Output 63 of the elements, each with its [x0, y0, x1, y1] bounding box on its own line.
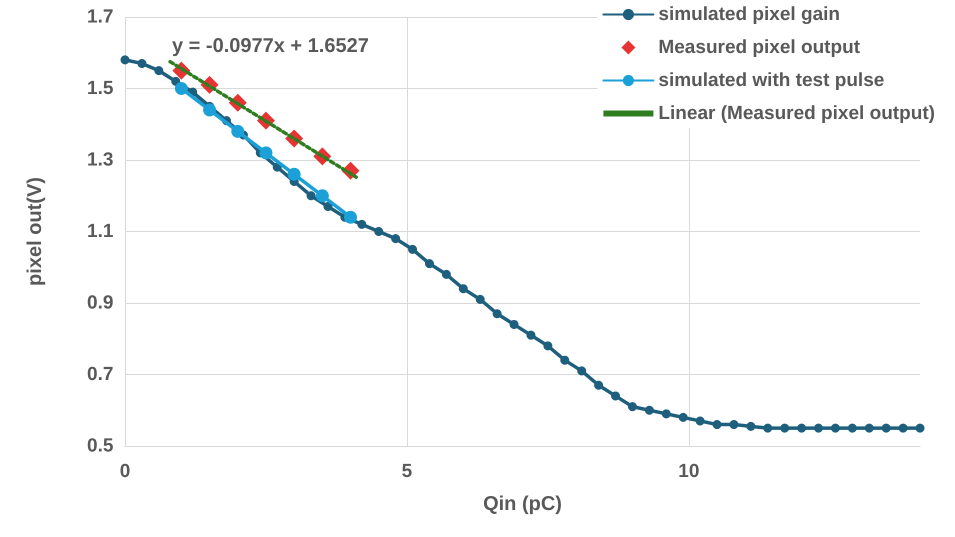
x-tick-label: 10: [678, 461, 700, 482]
point: [848, 424, 857, 433]
x-tick-label: 5: [402, 461, 413, 482]
point: [424, 259, 434, 268]
point: [231, 124, 244, 138]
point: [316, 189, 329, 202]
point: [259, 146, 272, 160]
point: [374, 227, 384, 236]
point: [611, 391, 620, 400]
point: [174, 82, 188, 95]
point: [543, 341, 552, 350]
point: [644, 406, 654, 415]
y-tick-label: 1.7: [87, 6, 114, 28]
point: [408, 244, 418, 254]
point: [662, 409, 671, 418]
legend-label: Linear (Measured pixel output): [658, 103, 936, 124]
point: [780, 424, 790, 433]
point: [814, 424, 824, 433]
point: [864, 424, 874, 433]
point: [882, 424, 891, 433]
legend-label: simulated pixel gain: [658, 4, 840, 25]
legend-label: Measured pixel output: [658, 37, 861, 58]
point: [729, 420, 738, 430]
point: [746, 422, 756, 431]
point: [763, 424, 772, 433]
point: [830, 424, 840, 433]
y-tick-label: 1.5: [87, 78, 114, 99]
point: [628, 402, 637, 412]
point: [137, 58, 146, 68]
y-tick-label: 1.3: [87, 150, 114, 170]
y-tick-label: 0.9: [87, 292, 114, 314]
point: [203, 103, 216, 116]
point: [510, 320, 519, 329]
annotation: y = -0.0977x + 1.6527: [172, 35, 369, 57]
point: [577, 366, 586, 376]
point: [898, 424, 908, 433]
point: [344, 210, 358, 224]
point: [476, 294, 485, 304]
y-tick-label: 0.5: [87, 436, 114, 456]
point: [120, 55, 130, 64]
y-tick-label: 1.1: [87, 221, 114, 242]
point: [323, 202, 332, 211]
y-tick-label: 0.7: [87, 364, 114, 385]
point: [560, 356, 570, 365]
point: [916, 424, 924, 433]
y-axis-title: pixel out(V): [24, 177, 46, 286]
point: [391, 234, 400, 244]
point: [696, 416, 705, 426]
point: [442, 270, 451, 279]
x-axis-title: Qin (pC): [483, 493, 562, 515]
point: [712, 420, 722, 430]
point: [288, 168, 301, 181]
point: [594, 380, 604, 390]
point: [154, 66, 164, 76]
point: [306, 191, 316, 200]
point: [797, 424, 806, 433]
point: [492, 309, 502, 318]
point: [678, 412, 688, 422]
x-tick-label: 0: [120, 461, 130, 482]
legend-label: simulated with test pulse: [658, 70, 884, 91]
point: [357, 220, 366, 229]
point: [526, 330, 536, 340]
point: [458, 284, 468, 294]
